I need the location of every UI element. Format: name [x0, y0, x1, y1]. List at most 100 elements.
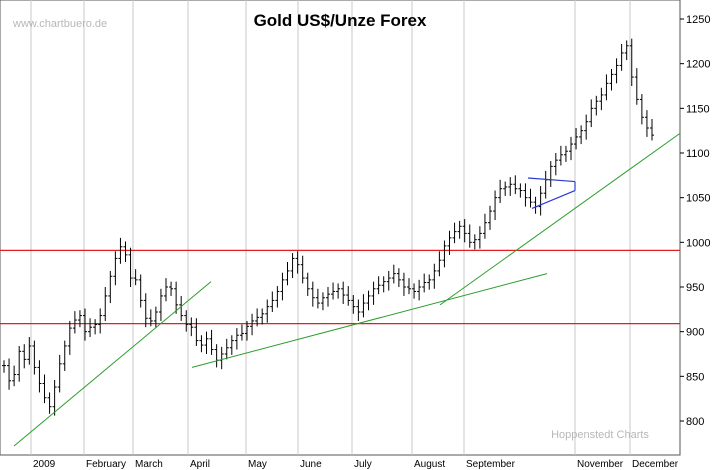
watermark: www.chartbuero.de [12, 18, 107, 30]
ohlc-bar [108, 270, 113, 304]
ohlc-bar [93, 319, 98, 335]
ohlc-bar [569, 136, 573, 161]
ohlc-bar [209, 329, 214, 355]
ohlc-bar [184, 310, 189, 332]
ohlc-bar [477, 226, 482, 249]
ohlc-bar [57, 354, 62, 393]
ohlc-bar [417, 279, 422, 301]
ohlc-bar [285, 261, 290, 286]
month-label: June [300, 459, 322, 470]
ohlc-bar [594, 95, 599, 116]
ohlc-bar [482, 213, 487, 239]
y-tick-label: 950 [686, 282, 704, 294]
trendline-2 [191, 273, 548, 368]
ohlc-bar [118, 237, 123, 264]
x-axis: 2009 February March April May June July August S… [33, 459, 679, 470]
ohlc-bar [270, 291, 275, 313]
ohlc-bar [508, 177, 513, 196]
ohlc-bar [148, 309, 153, 327]
ohlc-bar [138, 274, 143, 308]
ohlc-bar [88, 318, 93, 338]
chart-title: Gold US$/Unze Forex [254, 11, 427, 30]
ohlc-bar [558, 145, 563, 166]
trendline-1 [13, 281, 212, 447]
ohlc-bar [224, 338, 229, 360]
ohlc-bar [158, 288, 163, 321]
ohlc-bar [27, 337, 32, 365]
ohlc-bar [579, 125, 584, 145]
ohlc-bar [412, 283, 417, 299]
ohlc-bar [401, 272, 406, 296]
ohlc-bar [619, 44, 624, 71]
ohlc-bar [472, 234, 477, 250]
ohlc-bar [12, 365, 17, 387]
trendline-3 [439, 132, 681, 306]
month-label: 2009 [33, 459, 56, 470]
month-label: February [86, 459, 126, 470]
credit-label: Hoppenstedt Charts [551, 429, 649, 441]
ohlc-bar [22, 344, 27, 369]
ohlc-bar [245, 320, 249, 341]
ohlc-bar [650, 119, 654, 141]
month-label: July [354, 459, 372, 470]
ohlc-bar [83, 308, 87, 341]
ohlc-bar [113, 251, 118, 286]
y-tick-label: 1150 [686, 103, 710, 115]
ohlc-bar [574, 127, 579, 150]
ohlc-bar [42, 374, 47, 404]
ohlc-bar [265, 299, 270, 323]
ohlc-bar [381, 276, 386, 293]
ohlc-bar [331, 282, 336, 300]
month-label: April [190, 459, 210, 470]
ohlc-bar [295, 251, 300, 274]
y-tick-label: 1100 [686, 148, 710, 160]
y-tick-label: 900 [686, 327, 704, 339]
month-label: May [248, 459, 267, 470]
ohlc-bar [32, 340, 37, 375]
ohlc-bar [103, 287, 108, 321]
y-tick-label: 850 [686, 371, 704, 383]
ohlc-bar [366, 290, 371, 311]
y-tick-label: 1250 [686, 14, 710, 26]
ohlc-bar [624, 40, 629, 61]
ohlc-bar [407, 278, 411, 295]
ohlc-bar [305, 272, 310, 296]
ohlc-bar [77, 310, 82, 328]
y-tick-label: 1200 [686, 59, 710, 71]
ohlc-bar [346, 286, 351, 306]
ohlc-series [2, 38, 654, 416]
ohlc-bar [563, 145, 568, 162]
ohlc-bar [199, 335, 204, 353]
triangle-lower [531, 189, 576, 209]
ohlc-bar [123, 241, 128, 262]
ohlc-bar [427, 274, 432, 290]
ohlc-bar [462, 219, 467, 243]
ohlc-bar [396, 268, 401, 287]
ohlc-bar [320, 292, 325, 311]
ohlc-bar [513, 175, 518, 195]
ohlc-bar [553, 153, 558, 176]
ohlc-bar [326, 287, 330, 307]
ohlc-bar [376, 276, 381, 295]
ohlc-bar [503, 181, 508, 196]
ohlc-bar [310, 281, 315, 307]
ohlc-bar [174, 281, 179, 314]
ohlc-bar [498, 179, 503, 204]
ohlc-bar [422, 273, 427, 293]
ohlc-bar [17, 345, 22, 382]
ohlc-bar [437, 251, 442, 277]
ohlc-bar [639, 94, 644, 125]
ohlc-bar [7, 358, 12, 390]
ohlc-bar [300, 255, 305, 284]
ohlc-bar [260, 308, 265, 325]
ohlc-bar [452, 222, 457, 244]
ohlc-bar [255, 308, 260, 327]
month-label: November [577, 459, 624, 470]
ohlc-bar [47, 392, 52, 414]
ohlc-bar [336, 283, 341, 299]
ohlc-bar [164, 278, 168, 302]
ohlc-bar [614, 58, 619, 84]
ohlc-bar [488, 205, 492, 230]
month-label: March [135, 459, 163, 470]
